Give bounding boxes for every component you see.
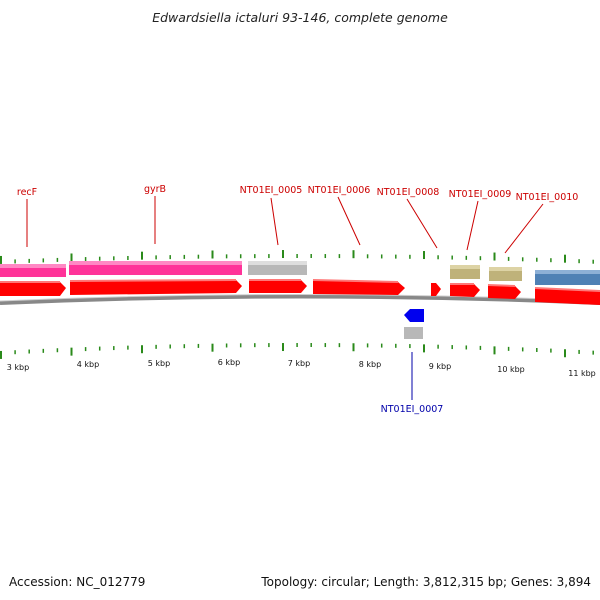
gene-label-gyrB: gyrB bbox=[144, 184, 166, 195]
cds-NT01EI_0007-arrow[interactable] bbox=[404, 309, 424, 322]
gene-label-NT01EI_0005: NT01EI_0005 bbox=[240, 185, 303, 196]
gene-NT01EI_0007-bar[interactable] bbox=[404, 327, 423, 339]
bottom-tick-ring bbox=[0, 343, 594, 359]
cds-NT01EI_0006-arrow[interactable] bbox=[313, 280, 405, 295]
scale-label: 10 kbp bbox=[497, 365, 525, 374]
scale-label: 5 kbp bbox=[148, 359, 170, 368]
genome-summary-text: Topology: circular; Length: 3,812,315 bp… bbox=[261, 575, 591, 589]
top-tick-ring bbox=[0, 250, 594, 264]
cds-NT01EI_0009-arrow[interactable] bbox=[450, 284, 480, 297]
gene-label-recF: recF bbox=[17, 187, 37, 198]
cds-right-arrow[interactable] bbox=[535, 288, 600, 305]
gene-label-NT01EI_0007: NT01EI_0007 bbox=[381, 404, 444, 415]
scale-label: 9 kbp bbox=[429, 362, 451, 371]
scale-label: 4 kbp bbox=[77, 360, 99, 369]
map-title: Edwardsiella ictaluri 93-146, complete g… bbox=[152, 10, 448, 25]
gene-label-NT01EI_0010: NT01EI_0010 bbox=[516, 192, 579, 203]
accession-text: Accession: NC_012779 bbox=[9, 575, 146, 589]
scale-label: 3 kbp bbox=[7, 363, 29, 372]
scale-label: 11 kbp bbox=[568, 369, 596, 378]
cds-NT01EI_0005-arrow[interactable] bbox=[249, 280, 307, 293]
scale-label: 6 kbp bbox=[218, 358, 240, 367]
forward-cds-track bbox=[0, 279, 600, 305]
gene-label-NT01EI_0009: NT01EI_0009 bbox=[449, 189, 512, 200]
gene-label-NT01EI_0008: NT01EI_0008 bbox=[377, 187, 440, 198]
cds-NT01EI_0010-arrow[interactable] bbox=[488, 285, 521, 299]
genome-backbone bbox=[0, 294, 600, 305]
scale-label: 8 kbp bbox=[359, 360, 381, 369]
gene-track bbox=[0, 261, 600, 285]
cds-NT01EI_0008-arrow[interactable] bbox=[431, 283, 441, 296]
gene-label-NT01EI_0006: NT01EI_0006 bbox=[308, 185, 371, 196]
cds-recF-arrow[interactable] bbox=[0, 282, 66, 296]
scale-label: 7 kbp bbox=[288, 359, 310, 368]
cds-gyrB-arrow[interactable] bbox=[70, 280, 242, 295]
